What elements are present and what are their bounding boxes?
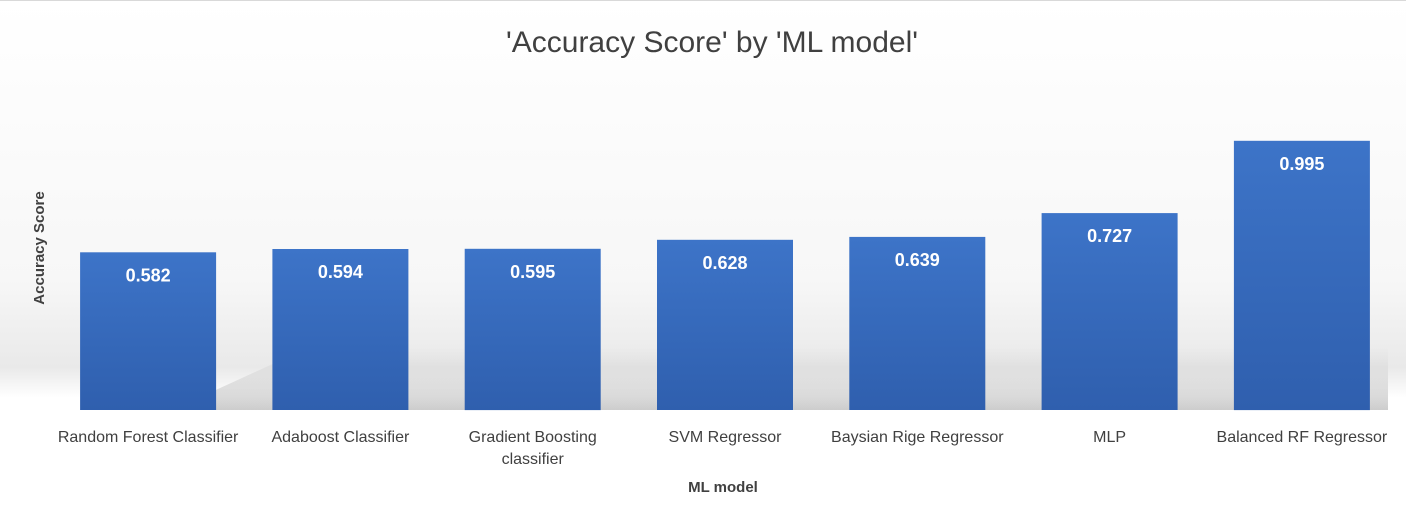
x-tick-label-7: Balanced RF Regressor [1217,429,1388,446]
data-label-7: 0.995 [1279,154,1324,174]
chart-title: 'Accuracy Score' by 'ML model' [506,26,918,59]
data-label-3: 0.595 [510,262,555,282]
x-tick-label-6: MLP [1093,429,1126,446]
data-label-6: 0.727 [1087,226,1132,246]
data-label-1: 0.582 [126,265,171,285]
bar-4 [657,239,793,410]
bar-1 [80,252,217,410]
x-tick-label-3: Gradient Boosting classifier [469,429,597,468]
data-label-2: 0.594 [318,262,363,282]
bar-2 [272,249,409,410]
bar-6 [1041,213,1178,410]
data-label-4: 0.628 [702,253,747,273]
bar-5 [849,236,986,410]
x-tick-label-4: SVM Regressor [669,429,783,446]
x-tick-label-1: Random Forest Classifier [58,429,239,446]
x-tick-label-2: Adaboost Classifier [271,429,410,446]
data-label-5: 0.639 [895,250,940,270]
x-tick-labels-layer: Random Forest Classifier Adaboost Classif… [58,429,1388,468]
data-labels-layer: 0.582 0.594 0.595 0.628 0.639 0.727 0.995 [126,154,1325,285]
bar-7 [1233,140,1370,411]
y-axis-title: Accuracy Score [31,191,48,304]
bar-3 [464,248,601,411]
x-axis-title: ML model [688,479,758,496]
bars-layer [80,140,1370,411]
x-tick-label-5: Baysian Rige Regressor [831,429,1004,446]
